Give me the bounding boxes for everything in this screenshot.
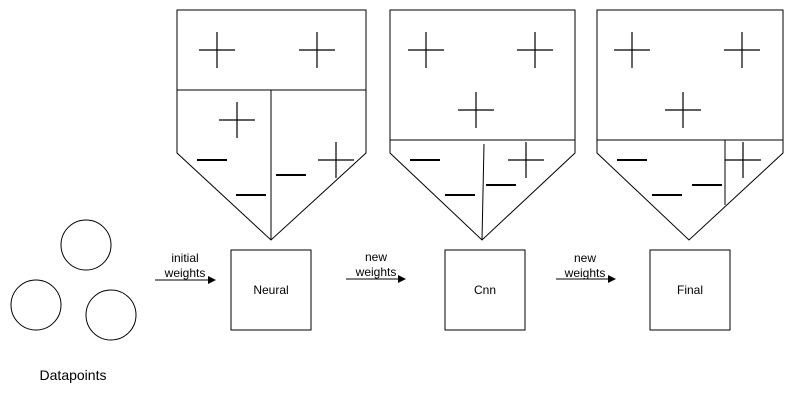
plus-icon bbox=[725, 142, 761, 178]
node-label: Final bbox=[677, 283, 703, 297]
classifier-pentagon-neural bbox=[176, 9, 367, 241]
datapoints-label: Datapoints bbox=[40, 367, 107, 383]
plus-icon bbox=[199, 32, 235, 68]
node-label: Cnn bbox=[474, 283, 496, 297]
vertical-boundary bbox=[481, 143, 485, 241]
arrow-new-weights-2: new weights bbox=[556, 251, 616, 283]
classifier-pentagon-cnn bbox=[389, 9, 576, 241]
plus-icon bbox=[318, 142, 354, 178]
classifier-pentagon-final bbox=[596, 9, 784, 241]
plus-icon bbox=[219, 102, 255, 138]
arrow-label-line2: weights bbox=[564, 266, 606, 280]
node-neural: Neural bbox=[230, 249, 312, 331]
node-box bbox=[649, 249, 731, 331]
node-final: Final bbox=[649, 249, 731, 331]
plus-icon bbox=[665, 92, 701, 128]
datapoint-circle bbox=[10, 279, 62, 331]
plus-icon bbox=[517, 32, 553, 68]
node-box bbox=[444, 249, 526, 331]
plus-icon bbox=[614, 32, 650, 68]
pentagon-outline bbox=[596, 9, 784, 241]
arrow-label-line2: weights bbox=[164, 266, 206, 280]
plus-icon bbox=[458, 92, 494, 128]
plus-icon bbox=[408, 32, 444, 68]
arrow-label-line1: new bbox=[574, 251, 596, 265]
datapoints-group: Datapoints bbox=[10, 219, 137, 383]
pentagon-outline bbox=[176, 9, 367, 241]
pentagon-outline bbox=[389, 9, 576, 241]
arrow-label-line1: new bbox=[365, 250, 387, 264]
arrow-new-weights-1: new weights bbox=[346, 250, 406, 283]
arrow-initial-weights: initial weights bbox=[155, 251, 216, 284]
plus-icon bbox=[724, 32, 760, 68]
datapoint-circle bbox=[85, 289, 137, 341]
arrow-label-line2: weights bbox=[355, 265, 397, 279]
plus-icon bbox=[299, 32, 335, 68]
plus-icon bbox=[508, 142, 544, 178]
node-box bbox=[230, 249, 312, 331]
arrow-label-line1: initial bbox=[171, 251, 198, 265]
node-cnn: Cnn bbox=[444, 249, 526, 331]
node-label: Neural bbox=[253, 283, 288, 297]
datapoint-circle bbox=[60, 219, 112, 271]
